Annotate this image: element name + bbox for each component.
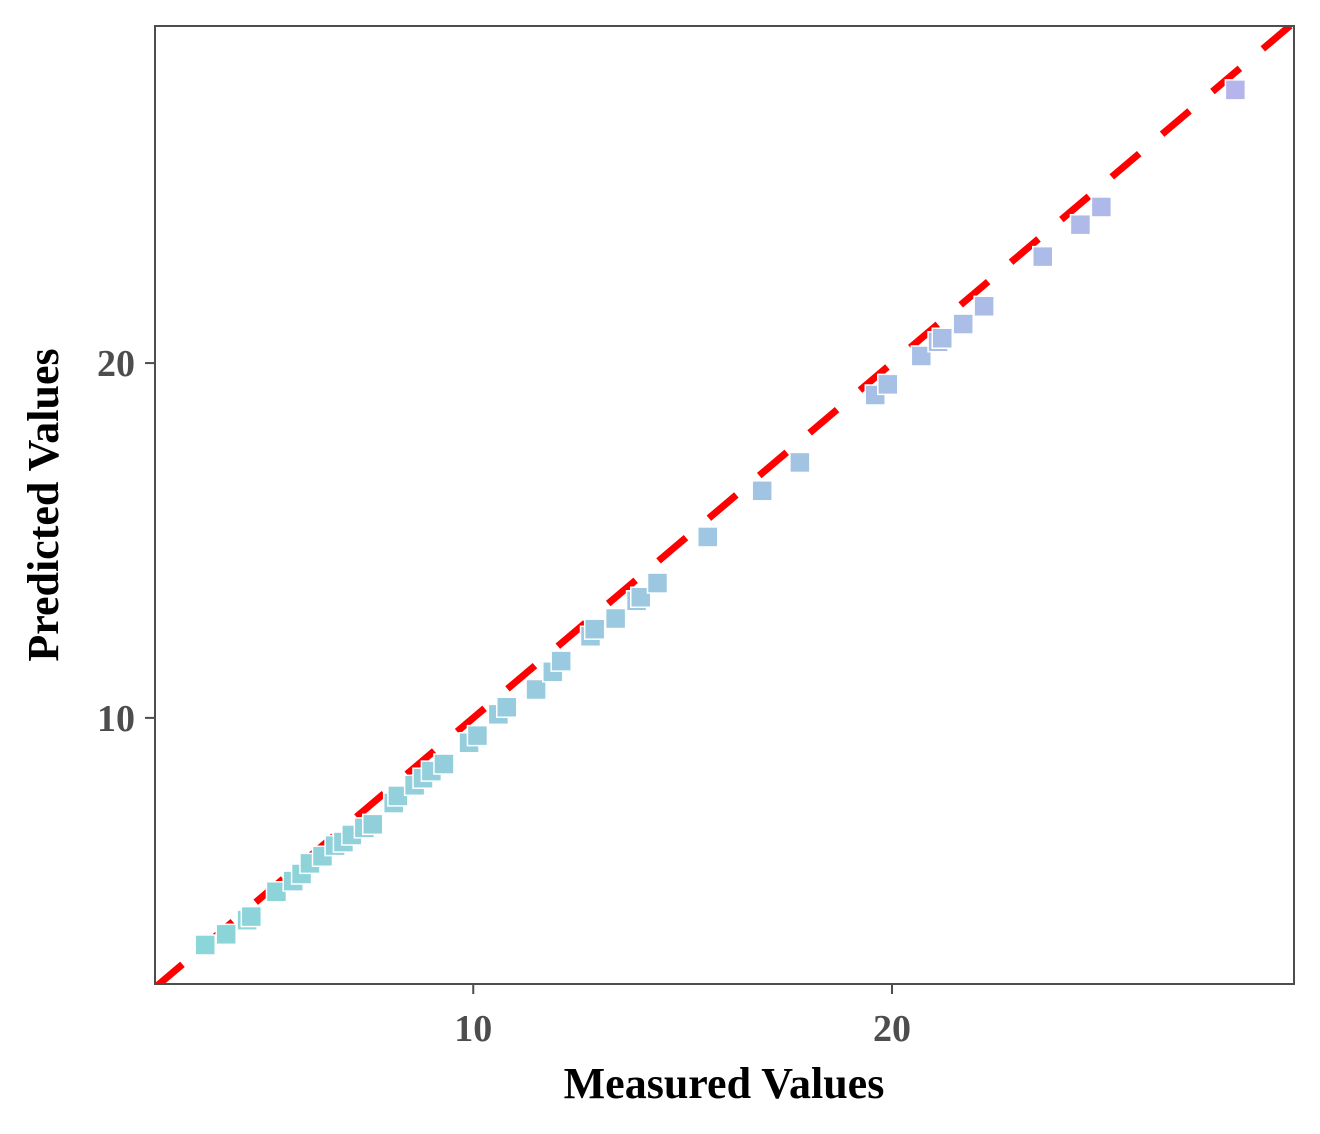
- x-tick-label: 10: [454, 1008, 492, 1050]
- data-point: [877, 373, 899, 396]
- data-point: [1090, 196, 1113, 218]
- reference-line: [155, 26, 1294, 984]
- plot-border: [154, 25, 1295, 985]
- y-tick-label: 10: [97, 698, 135, 740]
- data-point: [604, 607, 627, 630]
- data-point: [630, 586, 652, 609]
- data-point: [215, 923, 237, 946]
- data-point: [496, 696, 518, 718]
- data-point: [433, 753, 455, 775]
- data-point: [1032, 245, 1054, 268]
- data-point: [952, 313, 974, 335]
- y-tick-label: 20: [97, 343, 135, 385]
- data-point: [583, 618, 606, 640]
- x-axis-title: Measured Values: [564, 1059, 885, 1108]
- data-point: [194, 934, 216, 956]
- data-point: [466, 724, 489, 747]
- data-point: [550, 650, 572, 672]
- data-point: [931, 327, 953, 349]
- data-point: [525, 678, 547, 701]
- data-point: [646, 572, 669, 594]
- data-point: [697, 526, 719, 548]
- data-point: [362, 813, 384, 836]
- data-point: [910, 345, 933, 367]
- y-axis-title: Predicted Values: [19, 348, 68, 661]
- data-point: [789, 451, 811, 474]
- data-point: [973, 295, 995, 318]
- data-point: [1224, 79, 1247, 101]
- data-point: [751, 480, 773, 502]
- data-point: [240, 905, 263, 928]
- x-tick-label: 20: [873, 1008, 911, 1050]
- data-point: [1069, 213, 1092, 236]
